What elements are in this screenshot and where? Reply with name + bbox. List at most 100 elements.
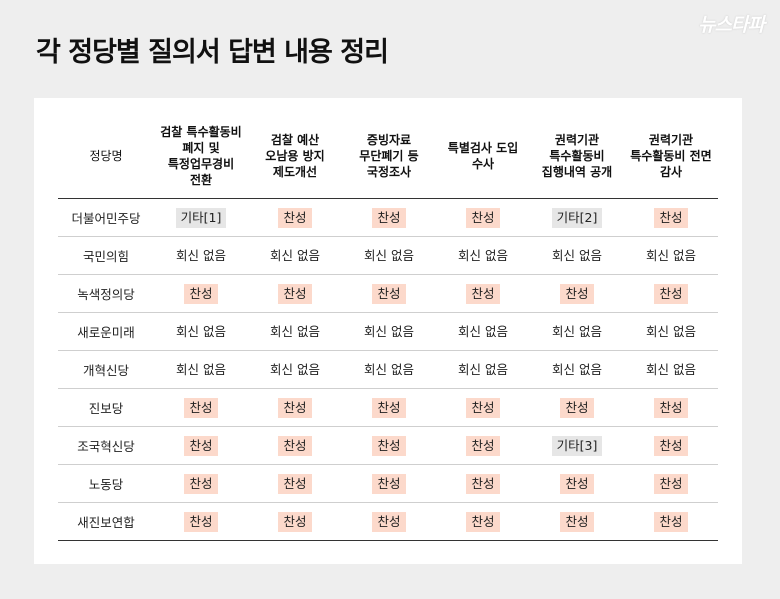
- agree-badge: 찬성: [654, 207, 688, 228]
- brand-logo: 뉴스타파: [698, 14, 765, 36]
- no-reply-text: 회신 없음: [270, 247, 320, 263]
- response-cell: 찬성: [530, 388, 624, 427]
- response-cell: 회신 없음: [154, 236, 248, 275]
- response-cell: 찬성: [624, 502, 718, 541]
- agree-badge: 찬성: [560, 397, 594, 418]
- agree-badge: 찬성: [184, 397, 218, 418]
- column-header: 권력기관 특수활동비 집행내역 공개: [530, 114, 624, 199]
- agree-badge: 찬성: [654, 511, 688, 532]
- agree-badge: 찬성: [654, 473, 688, 494]
- column-header-party: 정당명: [58, 114, 154, 199]
- agree-badge: 찬성: [278, 207, 312, 228]
- agree-badge: 찬성: [466, 435, 500, 456]
- response-cell: 회신 없음: [530, 350, 624, 389]
- response-cell: 회신 없음: [624, 312, 718, 351]
- party-name: 더불어민주당: [58, 198, 154, 237]
- response-cell: 회신 없음: [436, 312, 530, 351]
- response-cell: 찬성: [154, 464, 248, 503]
- response-cell: 찬성: [154, 388, 248, 427]
- response-cell: 찬성: [342, 464, 436, 503]
- response-cell: 찬성: [436, 274, 530, 313]
- response-cell: 찬성: [154, 502, 248, 541]
- agree-badge: 찬성: [560, 511, 594, 532]
- response-cell: 찬성: [248, 464, 342, 503]
- response-cell: 찬성: [436, 464, 530, 503]
- response-cell: 찬성: [248, 274, 342, 313]
- header-row: 정당명 검찰 특수활동비 폐지 및 특정업무경비 전환 검찰 예산 오남용 방지 제도개선 증빙…: [58, 114, 718, 199]
- response-cell: 찬성: [342, 502, 436, 541]
- agree-badge: 찬성: [372, 511, 406, 532]
- party-name: 녹색정의당: [58, 274, 154, 313]
- table-row: 조국혁신당 찬성 찬성 찬성 찬성 기타[3] 찬성: [58, 426, 718, 465]
- response-cell: 회신 없음: [342, 312, 436, 351]
- response-cell: 찬성: [530, 464, 624, 503]
- no-reply-text: 회신 없음: [176, 323, 226, 339]
- agree-badge: 찬성: [466, 397, 500, 418]
- other-badge: 기타[3]: [551, 435, 603, 456]
- no-reply-text: 회신 없음: [552, 323, 602, 339]
- agree-badge: 찬성: [654, 283, 688, 304]
- response-cell: 찬성: [248, 198, 342, 237]
- response-cell: 찬성: [624, 274, 718, 313]
- column-header: 특별검사 도입 수사: [436, 114, 530, 199]
- response-cell: 찬성: [248, 388, 342, 427]
- agree-badge: 찬성: [372, 435, 406, 456]
- response-cell: 찬성: [436, 426, 530, 465]
- response-cell: 찬성: [624, 464, 718, 503]
- no-reply-text: 회신 없음: [270, 323, 320, 339]
- response-cell: 찬성: [436, 502, 530, 541]
- agree-badge: 찬성: [278, 397, 312, 418]
- response-cell: 기타[2]: [530, 198, 624, 237]
- agree-badge: 찬성: [184, 283, 218, 304]
- agree-badge: 찬성: [278, 473, 312, 494]
- response-cell: 찬성: [248, 426, 342, 465]
- no-reply-text: 회신 없음: [458, 361, 508, 377]
- no-reply-text: 회신 없음: [646, 323, 696, 339]
- table-row: 새진보연합 찬성 찬성 찬성 찬성 찬성 찬성: [58, 502, 718, 541]
- response-cell: 찬성: [530, 502, 624, 541]
- response-cell: 찬성: [248, 502, 342, 541]
- agree-badge: 찬성: [278, 511, 312, 532]
- table-row: 국민의힘 회신 없음 회신 없음 회신 없음 회신 없음 회신 없음 회신 없음: [58, 236, 718, 275]
- agree-badge: 찬성: [278, 435, 312, 456]
- agree-badge: 찬성: [184, 473, 218, 494]
- column-header: 증빙자료 무단폐기 등 국정조사: [342, 114, 436, 199]
- party-name: 새로운미래: [58, 312, 154, 351]
- response-cell: 회신 없음: [342, 236, 436, 275]
- agree-badge: 찬성: [560, 283, 594, 304]
- response-cell: 찬성: [530, 274, 624, 313]
- no-reply-text: 회신 없음: [646, 361, 696, 377]
- party-name: 국민의힘: [58, 236, 154, 275]
- column-header: 권력기관 특수활동비 전면 감사: [624, 114, 718, 199]
- response-cell: 찬성: [624, 198, 718, 237]
- column-header: 검찰 특수활동비 폐지 및 특정업무경비 전환: [154, 114, 248, 199]
- no-reply-text: 회신 없음: [552, 361, 602, 377]
- party-name: 조국혁신당: [58, 426, 154, 465]
- no-reply-text: 회신 없음: [552, 247, 602, 263]
- response-cell: 회신 없음: [248, 350, 342, 389]
- agree-badge: 찬성: [654, 435, 688, 456]
- agree-badge: 찬성: [278, 283, 312, 304]
- table-row: 더불어민주당 기타[1] 찬성 찬성 찬성 기타[2] 찬성: [58, 198, 718, 237]
- party-name: 노동당: [58, 464, 154, 503]
- no-reply-text: 회신 없음: [646, 247, 696, 263]
- response-cell: 회신 없음: [436, 236, 530, 275]
- response-cell: 찬성: [154, 426, 248, 465]
- agree-badge: 찬성: [372, 283, 406, 304]
- agree-badge: 찬성: [560, 473, 594, 494]
- agree-badge: 찬성: [654, 397, 688, 418]
- response-cell: 회신 없음: [248, 312, 342, 351]
- response-cell: 회신 없음: [154, 350, 248, 389]
- response-cell: 회신 없음: [624, 350, 718, 389]
- response-cell: 회신 없음: [154, 312, 248, 351]
- page-title: 각 정당별 질의서 답변 내용 정리: [36, 37, 389, 68]
- response-cell: 회신 없음: [624, 236, 718, 275]
- response-cell: 회신 없음: [530, 312, 624, 351]
- agree-badge: 찬성: [466, 283, 500, 304]
- other-badge: 기타[1]: [175, 207, 227, 228]
- no-reply-text: 회신 없음: [364, 323, 414, 339]
- response-cell: 찬성: [436, 388, 530, 427]
- party-name: 새진보연합: [58, 502, 154, 541]
- agree-badge: 찬성: [184, 511, 218, 532]
- table-row: 노동당 찬성 찬성 찬성 찬성 찬성 찬성: [58, 464, 718, 503]
